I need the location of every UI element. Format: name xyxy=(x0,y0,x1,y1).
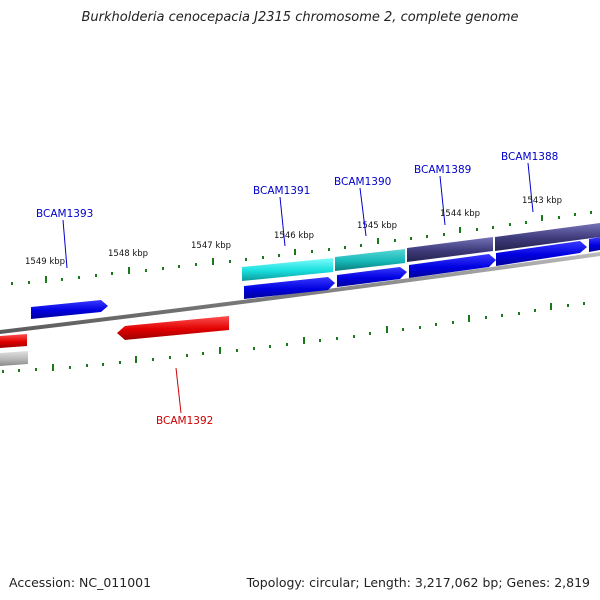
leader-bcam1390 xyxy=(359,187,367,237)
leader-bcam1388 xyxy=(527,162,534,213)
gene-label-bcam1392[interactable]: BCAM1392 xyxy=(156,415,213,427)
gene-label-bcam1388[interactable]: BCAM1388 xyxy=(501,151,558,163)
map-title: Burkholderia cenocepacia J2315 chromosom… xyxy=(81,10,519,25)
gene-label-bcam1391[interactable]: BCAM1391 xyxy=(253,185,310,197)
ruler-label-1548: 1548 kbp xyxy=(108,249,148,259)
gene-label-bcam1393[interactable]: BCAM1393 xyxy=(36,208,93,220)
outer-ruler xyxy=(11,211,592,285)
ruler-label-1546: 1546 kbp xyxy=(274,231,314,241)
ruler-label-1549: 1549 kbp xyxy=(25,257,65,267)
reverse-genes xyxy=(0,316,229,366)
ruler-label-1547: 1547 kbp xyxy=(191,241,231,251)
gene-arrow-bcam1389[interactable] xyxy=(409,254,496,278)
gene-label-bcam1389[interactable]: BCAM1389 xyxy=(414,164,471,176)
feature-teal[interactable] xyxy=(335,249,405,271)
gene-arrow-bcam1391[interactable] xyxy=(244,277,335,299)
gene-arrow-bcam1390[interactable] xyxy=(337,267,407,287)
gene-arrow-next[interactable] xyxy=(589,237,600,252)
gene-arrow-bcam1388[interactable] xyxy=(496,241,587,266)
ruler-label-1544: 1544 kbp xyxy=(440,209,480,219)
feature-cyan[interactable] xyxy=(242,258,333,281)
gene-arrow-left-red[interactable] xyxy=(0,334,27,348)
topology-label: Topology: circular; Length: 3,217,062 bp… xyxy=(246,575,590,590)
gene-label-bcam1390[interactable]: BCAM1390 xyxy=(334,176,391,188)
feature-slate-1[interactable] xyxy=(407,237,493,262)
forward-genes xyxy=(31,237,600,319)
accession-label: Accession: NC_011001 xyxy=(9,575,152,590)
gene-arrow-bcam1392[interactable] xyxy=(117,316,229,340)
leader-bcam1391 xyxy=(279,196,286,247)
inner-ruler xyxy=(2,302,585,373)
gene-arrow-left-grey[interactable] xyxy=(0,351,28,366)
ruler-label-1545: 1545 kbp xyxy=(357,221,397,231)
leader-bcam1389 xyxy=(439,175,446,226)
feature-slate-2[interactable] xyxy=(495,223,600,251)
gene-arrow-bcam1393[interactable] xyxy=(31,300,108,319)
ruler-label-1543: 1543 kbp xyxy=(522,196,562,206)
feature-track xyxy=(242,223,600,281)
leader-bcam1392 xyxy=(175,367,182,414)
leader-bcam1393 xyxy=(62,219,68,269)
